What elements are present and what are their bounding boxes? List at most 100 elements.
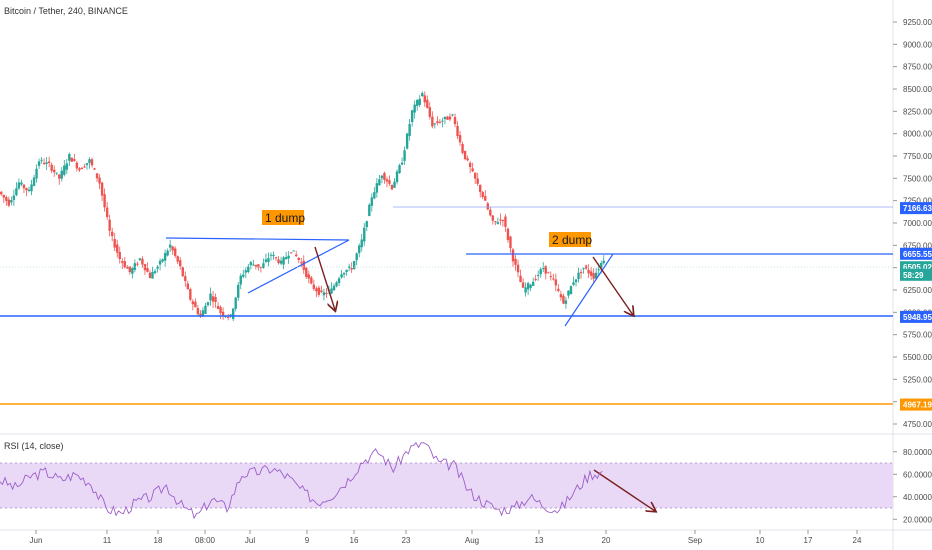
candle-body[interactable] bbox=[385, 179, 389, 182]
annotation-1-dump[interactable]: 1 dump bbox=[262, 210, 305, 225]
candle-body[interactable] bbox=[441, 120, 444, 122]
candle-body[interactable] bbox=[579, 271, 583, 274]
candle-body[interactable] bbox=[552, 278, 555, 280]
candle-body[interactable] bbox=[176, 256, 179, 262]
candle-body[interactable] bbox=[524, 287, 527, 293]
candle-body[interactable] bbox=[347, 266, 351, 269]
candle-body[interactable] bbox=[35, 168, 38, 179]
candle-body[interactable] bbox=[403, 150, 406, 161]
candle-body[interactable] bbox=[408, 124, 411, 136]
candle-body[interactable] bbox=[5, 197, 8, 201]
candle-body[interactable] bbox=[350, 268, 353, 270]
candle-body[interactable] bbox=[421, 93, 424, 96]
candle-body[interactable] bbox=[75, 162, 79, 169]
candle-body[interactable] bbox=[514, 258, 517, 265]
candle-body[interactable] bbox=[161, 259, 164, 262]
candle-body[interactable] bbox=[55, 172, 58, 174]
candle-body[interactable] bbox=[322, 292, 326, 296]
candle-body[interactable] bbox=[131, 267, 134, 274]
candle-body[interactable] bbox=[544, 265, 547, 274]
candle-body[interactable] bbox=[267, 258, 270, 263]
candle-body[interactable] bbox=[310, 277, 313, 284]
candle-body[interactable] bbox=[138, 258, 142, 260]
candle-body[interactable] bbox=[113, 238, 116, 248]
candle-body[interactable] bbox=[264, 259, 268, 262]
candle-body[interactable] bbox=[471, 168, 474, 172]
candle-body[interactable] bbox=[156, 266, 159, 269]
candle-body[interactable] bbox=[284, 257, 288, 260]
candle-body[interactable] bbox=[173, 248, 177, 256]
candle-body[interactable] bbox=[214, 297, 217, 303]
candle-body[interactable] bbox=[380, 175, 384, 179]
price-tag-5948.95[interactable]: 5948.95 bbox=[900, 310, 932, 323]
candle-body[interactable] bbox=[65, 163, 69, 170]
candle-body[interactable] bbox=[504, 216, 507, 227]
candle-body[interactable] bbox=[509, 236, 512, 249]
candle-body[interactable] bbox=[146, 267, 149, 272]
candle-body[interactable] bbox=[562, 295, 565, 304]
candle-body[interactable] bbox=[249, 262, 253, 266]
candle-body[interactable] bbox=[554, 279, 558, 286]
candle-body[interactable] bbox=[110, 231, 114, 237]
candle-body[interactable] bbox=[589, 271, 593, 276]
candle-body[interactable] bbox=[20, 182, 23, 185]
candle-body[interactable] bbox=[549, 276, 553, 278]
candle-body[interactable] bbox=[486, 203, 489, 210]
candle-body[interactable] bbox=[365, 221, 368, 228]
candle-body[interactable] bbox=[413, 104, 416, 113]
candle-body[interactable] bbox=[456, 125, 459, 137]
price-tag-6655.55[interactable]: 6655.55 bbox=[900, 247, 932, 260]
candle-body[interactable] bbox=[247, 266, 250, 273]
candle-body[interactable] bbox=[436, 121, 439, 124]
candle-body[interactable] bbox=[0, 191, 3, 195]
candle-body[interactable] bbox=[418, 98, 421, 105]
candle-body[interactable] bbox=[446, 116, 449, 120]
candle-body[interactable] bbox=[211, 296, 215, 302]
candle-body[interactable] bbox=[491, 215, 495, 221]
candle-body[interactable] bbox=[355, 253, 358, 261]
candle-body[interactable] bbox=[458, 135, 462, 143]
candle-body[interactable] bbox=[73, 159, 76, 161]
candle-body[interactable] bbox=[179, 260, 182, 267]
candle-body[interactable] bbox=[506, 228, 510, 241]
candle-body[interactable] bbox=[461, 144, 464, 153]
candle-body[interactable] bbox=[219, 307, 222, 314]
candle-body[interactable] bbox=[194, 301, 197, 308]
price-tag-7166.63[interactable]: 7166.63 bbox=[900, 202, 932, 215]
candle-body[interactable] bbox=[237, 284, 240, 298]
candle-body[interactable] bbox=[128, 266, 132, 273]
candle-body[interactable] bbox=[582, 267, 585, 269]
candle-body[interactable] bbox=[78, 168, 81, 171]
candle-body[interactable] bbox=[476, 178, 479, 184]
candle-body[interactable] bbox=[600, 262, 603, 269]
candle-body[interactable] bbox=[383, 172, 386, 180]
candle-body[interactable] bbox=[292, 250, 295, 252]
candle-body[interactable] bbox=[567, 290, 570, 296]
candle-body[interactable] bbox=[254, 264, 258, 267]
candle-body[interactable] bbox=[433, 123, 437, 125]
candle-body[interactable] bbox=[25, 188, 28, 191]
candle-body[interactable] bbox=[395, 171, 399, 183]
candle-body[interactable] bbox=[451, 114, 454, 116]
candle-body[interactable] bbox=[484, 196, 487, 201]
candle-body[interactable] bbox=[108, 219, 111, 231]
candle-body[interactable] bbox=[141, 258, 144, 265]
candle-body[interactable] bbox=[90, 159, 94, 166]
candle-body[interactable] bbox=[163, 253, 167, 261]
arrow-down-rsi[interactable] bbox=[593, 469, 655, 511]
candle-body[interactable] bbox=[569, 286, 573, 295]
candle-body[interactable] bbox=[584, 265, 588, 269]
candle-body[interactable] bbox=[88, 159, 91, 163]
candle-body[interactable] bbox=[521, 282, 525, 288]
trendline-rising-2[interactable] bbox=[564, 253, 614, 327]
candle-body[interactable] bbox=[358, 245, 361, 254]
candle-body[interactable] bbox=[216, 305, 220, 309]
candle-body[interactable] bbox=[577, 272, 580, 279]
candle-body[interactable] bbox=[536, 275, 540, 277]
candle-body[interactable] bbox=[516, 264, 520, 273]
candle-body[interactable] bbox=[199, 313, 202, 317]
candle-body[interactable] bbox=[325, 293, 328, 295]
candle-body[interactable] bbox=[257, 264, 260, 268]
candle-body[interactable] bbox=[58, 174, 61, 179]
